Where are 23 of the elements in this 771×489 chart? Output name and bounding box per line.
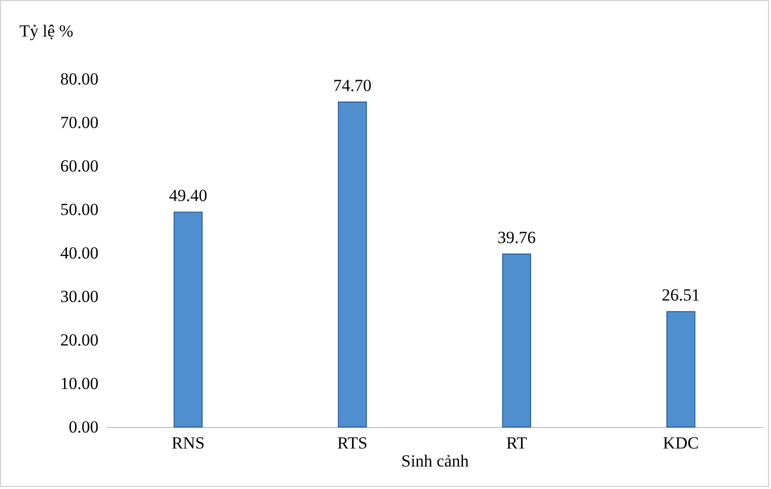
y-tick-label: 10.00 [60, 374, 98, 393]
y-tick-label: 20.00 [60, 330, 98, 350]
bar [338, 102, 367, 428]
y-tick-label: 30.00 [60, 287, 98, 306]
data-label: 26.51 [662, 286, 700, 305]
x-tick-label: RTS [337, 434, 368, 452]
x-tick-label: RNS [172, 434, 205, 452]
bar [502, 254, 532, 428]
y-tick-label: 80.00 [60, 70, 98, 88]
x-tick-label: KDC [662, 434, 699, 452]
y-tick-label: 70.00 [60, 113, 98, 132]
bar [666, 311, 696, 428]
y-tick-label: 40.00 [60, 244, 98, 262]
y-axis-title: Tỷ lệ % [20, 22, 74, 40]
bar [174, 212, 203, 428]
y-tick-label: 0.00 [68, 418, 98, 436]
data-label: 49.40 [169, 186, 208, 206]
x-axis-title: Sinh cảnh [401, 452, 470, 470]
x-tick-label: RT [506, 434, 528, 452]
y-tick-label: 60.00 [60, 156, 98, 176]
y-tick-label: 50.00 [60, 200, 98, 219]
data-label: 74.70 [333, 76, 372, 96]
data-label: 39.76 [498, 228, 536, 248]
